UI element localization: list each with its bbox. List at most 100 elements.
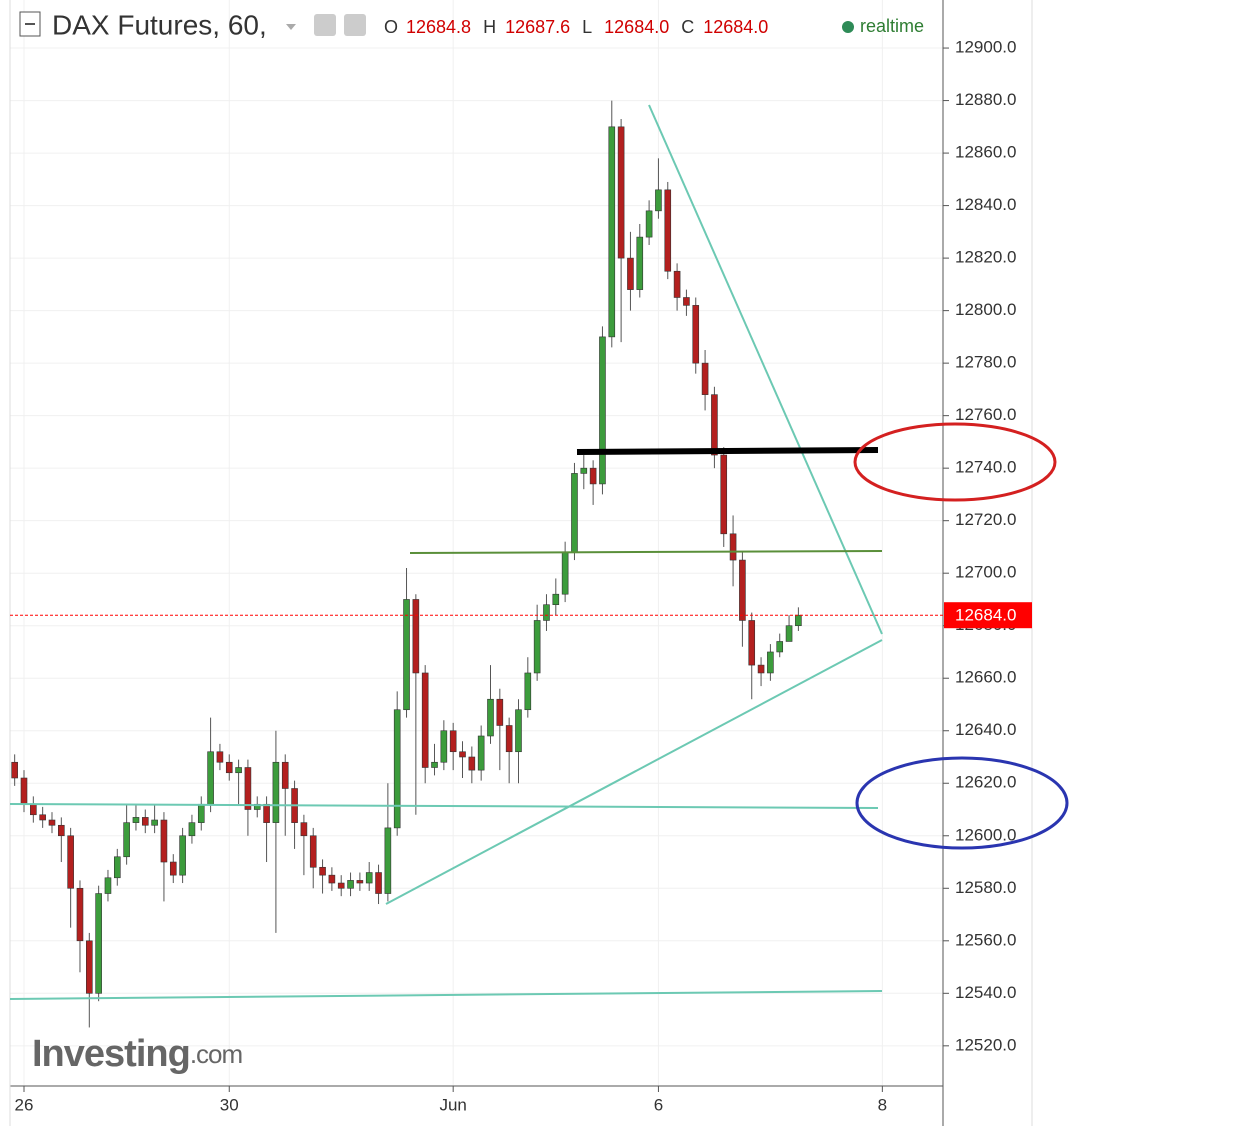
candle-body [627,257,634,290]
candle-body [785,625,793,642]
candle-body [636,236,644,290]
candle-body [39,814,46,821]
candle-body [692,305,700,364]
candle-body [207,751,214,805]
candle-body [347,880,354,889]
chart-background [0,0,1034,1126]
candle-body [309,835,317,868]
candle-body [589,467,597,485]
candle-body [655,189,662,212]
candle-body [328,874,336,884]
candle-body [505,725,513,753]
candle-body [20,777,28,805]
candle-body [599,336,606,485]
resistance-line [409,550,883,554]
candle-body [76,887,84,942]
y-tick-label: 12520.0 [955,1035,1016,1054]
candle-body [123,822,130,858]
x-tick-label: 30 [220,1095,239,1114]
candle-body [384,827,392,894]
candle-body [440,730,448,763]
y-tick-label: 12540.0 [955,983,1016,1002]
ohlc-key: C [681,17,694,37]
candle-body [421,672,429,768]
dropdown-arrow[interactable] [286,24,296,30]
candle-body [412,599,420,674]
candle-body [86,940,93,994]
ohlc-value: 12684.0 [604,17,669,37]
candle-body [216,751,224,763]
y-tick-label: 12620.0 [955,773,1016,792]
y-tick-label: 12700.0 [955,563,1016,582]
settings-icon[interactable] [344,14,366,36]
candle-body [113,856,121,879]
visibility-icon[interactable] [314,14,336,36]
candle-body [571,473,578,553]
candle-body [356,880,364,884]
candle-body [767,651,774,674]
highlight-ellipse [853,422,1057,502]
ohlc-key: H [483,17,496,37]
candle-body [281,761,289,789]
last-price-label: 12684.0 [955,606,1016,625]
y-tick-label: 12840.0 [955,195,1016,214]
y-tick-label: 12860.0 [955,143,1016,162]
y-tick-label: 12800.0 [955,300,1016,319]
candle-body [748,620,756,666]
ohlc-value: 12684.0 [703,17,768,37]
candle-body [197,803,205,823]
candle-body [431,761,438,768]
candle-body [776,641,784,653]
x-tick-label: 8 [878,1095,887,1114]
candle-body [543,604,550,621]
last-price-tag [944,602,1032,629]
y-tick-label: 12880.0 [955,90,1016,109]
candle-body [459,751,466,758]
watermark: Investing.com [32,1033,242,1075]
candle-body [393,709,401,829]
candle-body [757,664,765,674]
grid: 12520.0 12540.0 12560.0 12580.0 12600.0 12620… [10,0,1016,1114]
y-tick-label: 12760.0 [955,405,1016,424]
candle-body [701,362,709,395]
candle-body [132,817,140,823]
y-tick-label: 12580.0 [955,878,1016,897]
candle-body [58,824,65,837]
candle-body [552,593,560,606]
candle-body [300,822,308,837]
y-tick-label: 12780.0 [955,353,1016,372]
ohlc-values: O 12684.8 H 12687.6 L 12684.0 C 12684.0 [384,17,768,37]
candle-body [449,730,457,753]
candle-body [337,882,345,889]
realtime-dot [842,21,854,33]
candle-body [169,861,177,876]
candle-body [244,767,252,810]
candle-body [151,819,158,826]
candle-body [477,735,485,771]
highlight-ellipse [855,756,1069,850]
x-tick-label: 6 [654,1095,663,1114]
candle-body [795,614,802,627]
candle-body [608,126,616,338]
candle-body [48,819,56,826]
candle-body [375,872,382,894]
symbol-title: DAX Futures, 60, [52,9,267,40]
candle-body [468,756,476,771]
y-tick-label: 12820.0 [955,248,1016,267]
ohlc-value: 12687.6 [505,17,570,37]
y-tick-label: 12740.0 [955,458,1016,477]
candle-body [30,803,37,816]
candle-body [729,533,737,561]
x-tick-label: Jun [439,1095,466,1114]
candle-body [319,866,326,876]
y-tick-label: 12560.0 [955,930,1016,949]
candle-body [403,599,410,711]
x-tick-label: 26 [15,1095,34,1114]
candles [10,100,943,1028]
candle-body [95,893,102,994]
candle-body [141,817,149,826]
candle-body [496,698,504,726]
candle-body [673,270,681,298]
